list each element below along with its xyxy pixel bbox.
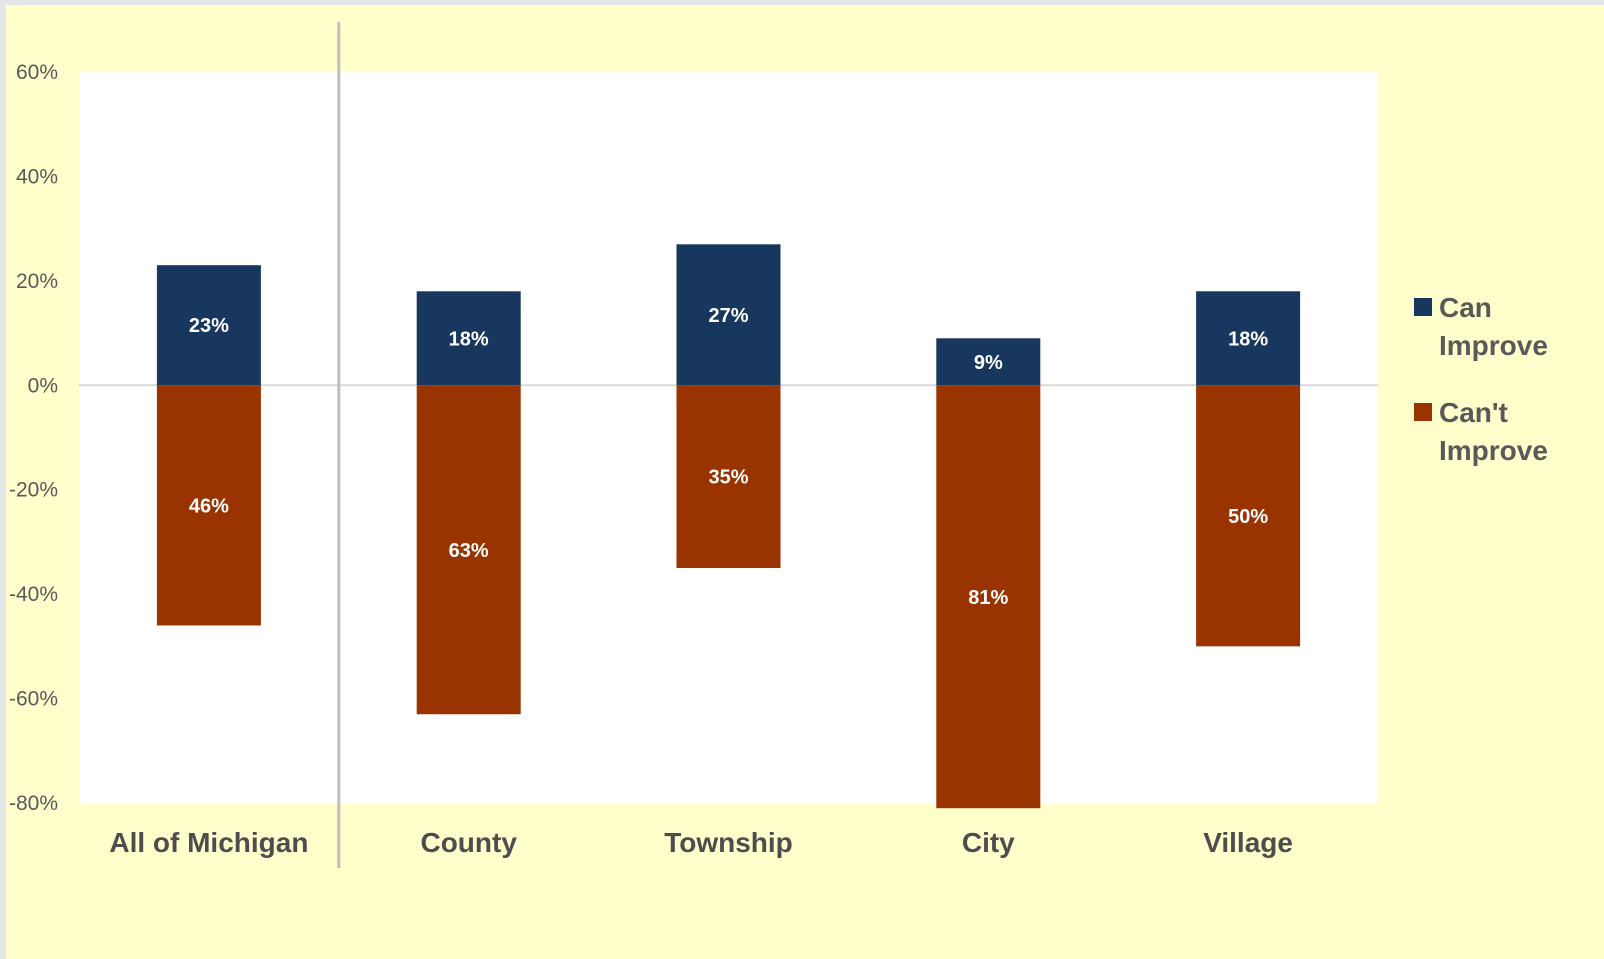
category-label: City xyxy=(962,827,1015,858)
data-label: 81% xyxy=(968,587,1008,609)
bar-can-improve xyxy=(1196,291,1301,386)
bar-cant-improve xyxy=(156,385,261,626)
data-label: 50% xyxy=(1228,506,1268,528)
chart: 23% 46% 18% 63% 27% 35% 9% 81% 18% 50% 60% 40% 20% 0… xyxy=(9,22,1548,868)
data-label: 9% xyxy=(974,352,1003,374)
y-tick-label: 60% xyxy=(16,61,58,84)
data-label: 63% xyxy=(449,540,489,562)
legend-label: Improve xyxy=(1439,435,1548,466)
y-tick-label: -20% xyxy=(9,479,58,502)
legend-label: Can xyxy=(1439,292,1492,323)
category-label: Township xyxy=(664,827,793,858)
category-label: County xyxy=(420,827,517,858)
legend-swatch xyxy=(1414,298,1432,316)
data-label: 35% xyxy=(708,467,748,489)
y-tick-label: -80% xyxy=(9,792,58,815)
data-label: 46% xyxy=(189,495,229,517)
y-tick-label: 40% xyxy=(16,165,58,188)
category-label: Village xyxy=(1203,827,1293,858)
bar-can-improve xyxy=(936,338,1041,386)
legend-item-can-improve: Can Improve xyxy=(1414,292,1548,361)
y-tick-label: 0% xyxy=(28,374,58,397)
y-tick-label: 20% xyxy=(16,270,58,293)
data-label: 27% xyxy=(708,305,748,327)
bar-can-improve xyxy=(676,244,781,386)
legend-label: Can't xyxy=(1439,397,1508,428)
legend-item-cant-improve: Can't Improve xyxy=(1414,397,1548,466)
chart-frame: 23% 46% 18% 63% 27% 35% 9% 81% 18% 50% 60% 40% 20% 0… xyxy=(6,5,1604,959)
bar-cant-improve xyxy=(936,385,1041,809)
data-label: 23% xyxy=(189,315,229,337)
legend-label: Improve xyxy=(1439,330,1548,361)
y-tick-label: -60% xyxy=(9,688,58,711)
legend-swatch xyxy=(1414,403,1432,421)
bar-can-improve xyxy=(156,265,261,386)
bar-cant-improve xyxy=(1196,385,1301,647)
bar-can-improve xyxy=(416,291,521,386)
data-label: 18% xyxy=(449,328,489,350)
bar-cant-improve xyxy=(416,385,521,715)
bar-cant-improve xyxy=(676,385,781,569)
data-label: 18% xyxy=(1228,328,1268,350)
category-label: All of Michigan xyxy=(109,827,308,858)
y-tick-label: -40% xyxy=(9,583,58,606)
